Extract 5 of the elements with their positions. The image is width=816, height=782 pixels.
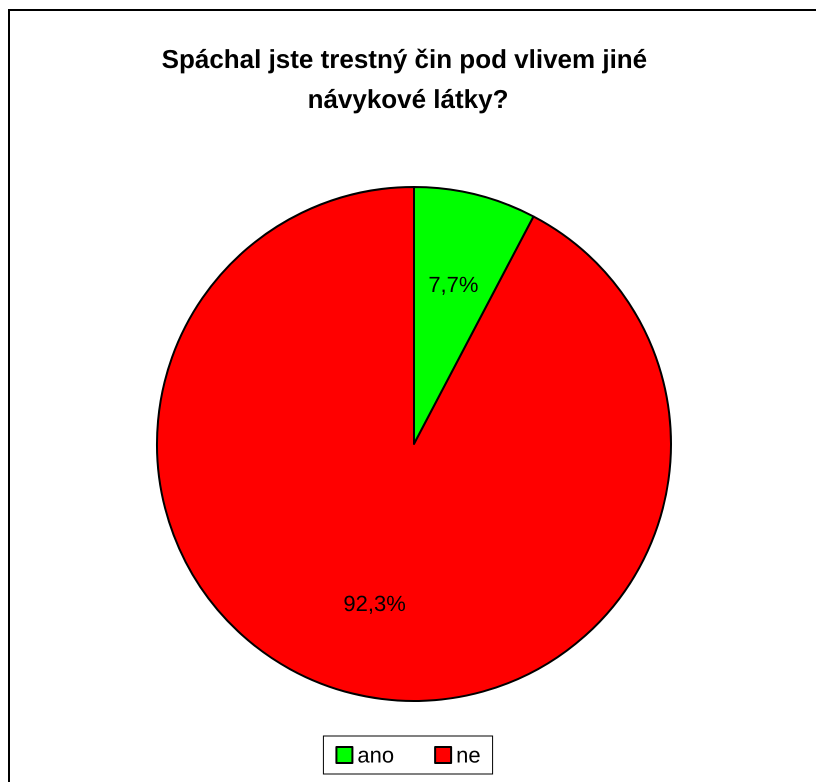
legend-label: ne bbox=[456, 742, 481, 768]
chart-title: Spáchal jste trestný čin pod vlivem jiné návykové látky? bbox=[162, 44, 654, 114]
data-label: 7,7% bbox=[428, 272, 478, 297]
data-label: 92,3% bbox=[343, 591, 406, 616]
legend-label: ano bbox=[357, 742, 394, 768]
